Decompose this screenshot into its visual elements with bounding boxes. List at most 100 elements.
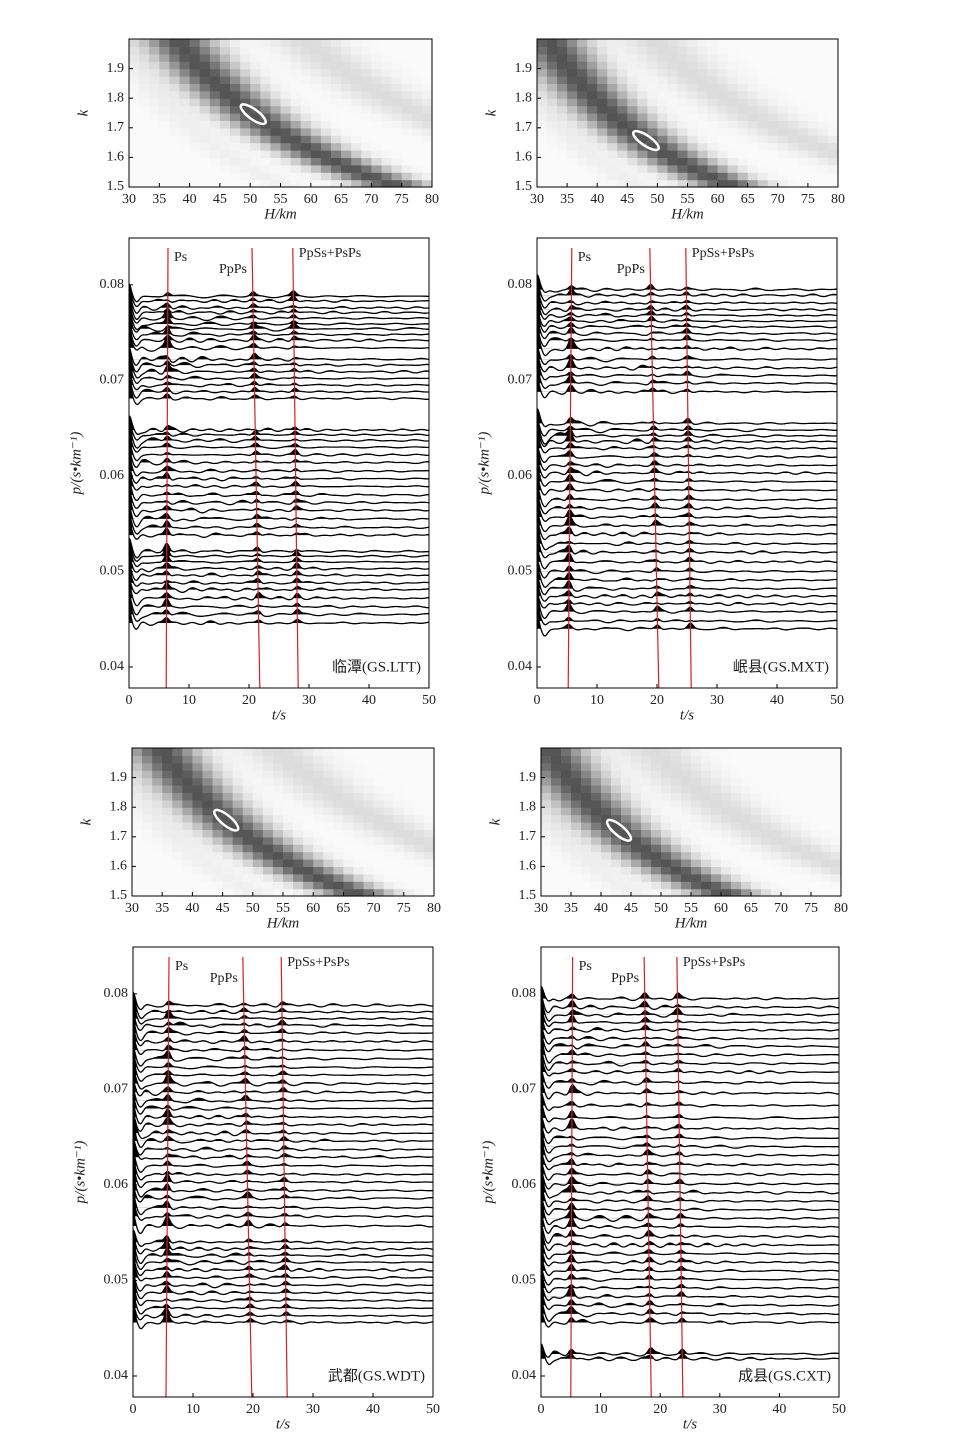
heat-cell (651, 888, 662, 897)
heat-cell (537, 61, 548, 70)
heat-cell (627, 142, 638, 151)
heat-cell (791, 799, 802, 808)
heat-cell (232, 873, 244, 882)
heat-cell (677, 98, 689, 107)
heat-cell (821, 859, 832, 867)
heat-cell (731, 814, 742, 823)
heat-cell (787, 39, 799, 47)
heat-cell (142, 762, 153, 771)
heat-cell (189, 105, 201, 114)
x-axis-label: t/s (276, 1416, 290, 1432)
heat-cell (262, 888, 274, 897)
heat-cell (313, 873, 324, 882)
heat-cell (561, 748, 572, 756)
x-tick-label: 70 (771, 192, 785, 207)
heat-cell (129, 164, 140, 173)
heat-cell (199, 90, 211, 99)
heat-cell (351, 98, 362, 107)
heat-cell (661, 807, 672, 816)
heat-cell (310, 113, 322, 121)
trace-fill (129, 547, 429, 562)
heat-cell (761, 777, 772, 786)
heat-cell (169, 135, 181, 144)
trace (540, 1197, 839, 1216)
phase-label: PpPs (219, 262, 247, 277)
heat-cell (199, 39, 211, 47)
heat-cell (240, 179, 251, 188)
trace-fill (133, 1304, 433, 1316)
heat-cell (831, 792, 842, 801)
heat-cell (182, 755, 193, 764)
heat-cell (557, 98, 568, 107)
y-tick-label: 0.07 (100, 373, 125, 388)
heatmap (541, 748, 842, 897)
heat-cell (831, 859, 842, 867)
x-tick-label: 55 (276, 901, 290, 916)
heat-cell (827, 142, 839, 151)
heat-cell (681, 851, 692, 860)
heat-cell (323, 851, 334, 860)
heat-cell (393, 755, 405, 764)
heat-cell (781, 770, 792, 779)
heat-cell (393, 881, 405, 890)
heat-cell (300, 142, 312, 151)
heat-cell (697, 150, 709, 158)
heat-cell (252, 799, 264, 808)
heat-cell (701, 777, 712, 786)
frame (536, 237, 838, 689)
heat-cell (331, 68, 342, 77)
heat-cell (561, 814, 572, 823)
trace-fill (129, 297, 429, 313)
heat-cell (561, 881, 572, 890)
heat-cell (222, 777, 234, 786)
heat-cell (831, 785, 842, 793)
x-tick-label: 60 (306, 901, 320, 916)
heat-cell (219, 135, 231, 144)
heat-cell (242, 866, 254, 875)
heat-cell (283, 770, 294, 779)
heat-cell (320, 172, 332, 181)
x-tick-label: 60 (714, 901, 728, 916)
heat-cell (677, 164, 689, 173)
heat-cell (323, 777, 334, 786)
heat-cell (821, 881, 832, 890)
y-axis-label: p/(s•km⁻¹) (476, 432, 492, 496)
heat-cell (587, 83, 598, 92)
heat-cell (697, 39, 709, 47)
heat-cell (222, 799, 234, 808)
heat-cell (751, 866, 762, 875)
heat-cell (627, 76, 638, 84)
heat-cell (541, 799, 552, 808)
heat-cell (333, 762, 344, 771)
heat-cell (631, 866, 642, 875)
heat-cell (751, 755, 762, 764)
x-tick-label: 50 (246, 901, 260, 916)
heat-cell (637, 150, 648, 158)
heat-cell (323, 814, 334, 823)
heat-cell (751, 799, 762, 808)
heat-cell (617, 53, 628, 62)
heat-cell (537, 98, 548, 107)
heat-cell (797, 105, 809, 114)
heat-cell (371, 105, 383, 114)
heat-cell (303, 829, 314, 838)
heat-cell (681, 844, 692, 853)
heat-cell (641, 859, 652, 867)
heat-cell (567, 68, 578, 77)
heat-cell (222, 748, 234, 756)
heat-cell (751, 777, 762, 786)
heat-cell (821, 770, 832, 779)
heat-cell (771, 807, 782, 816)
x-tick-label: 30 (534, 901, 548, 916)
heat-cell (587, 113, 598, 121)
heat-cell (561, 777, 572, 786)
heat-cell (647, 98, 658, 107)
heat-cell (791, 866, 802, 875)
y-axis-label: p/(s•km⁻¹) (480, 1141, 496, 1205)
heat-cell (621, 748, 632, 756)
heat-cell (411, 150, 423, 158)
heat-cell (661, 785, 672, 793)
heat-cell (280, 83, 292, 92)
heat-cell (290, 120, 302, 129)
heat-cell (787, 150, 799, 158)
